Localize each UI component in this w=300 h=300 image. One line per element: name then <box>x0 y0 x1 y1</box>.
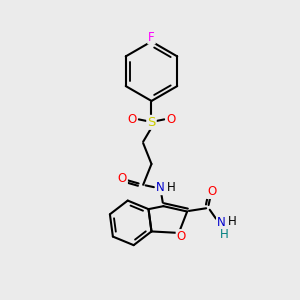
Text: F: F <box>148 31 155 44</box>
Text: H: H <box>220 228 229 241</box>
Text: H: H <box>228 215 237 228</box>
Text: S: S <box>147 116 156 129</box>
Text: H: H <box>167 181 176 194</box>
Text: O: O <box>207 185 216 198</box>
Text: O: O <box>128 113 137 127</box>
Text: O: O <box>166 113 176 127</box>
Text: O: O <box>118 172 127 185</box>
Text: O: O <box>177 230 186 243</box>
Text: N: N <box>217 216 226 229</box>
Text: N: N <box>156 181 165 194</box>
